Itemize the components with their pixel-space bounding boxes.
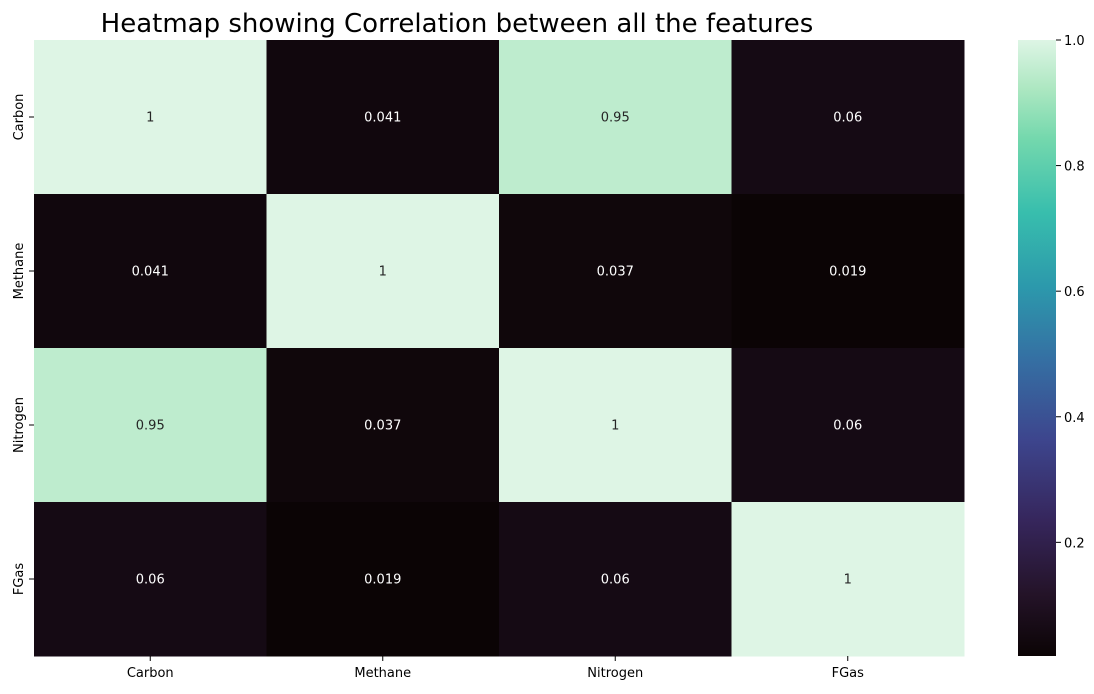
y-tick-label: FGas: [12, 563, 27, 596]
cell-annotation: 1: [611, 419, 619, 434]
cell-annotation: 0.06: [833, 111, 862, 126]
heatmap-cell: [266, 502, 500, 657]
y-tick-label: Methane: [12, 243, 27, 300]
colorbar-tick-label: 1.0: [1064, 34, 1085, 49]
heatmap-cell: [266, 40, 500, 195]
cell-annotation: 1: [146, 111, 154, 126]
heatmap-cells: [34, 40, 965, 657]
chart-title: Heatmap showing Correlation between all …: [101, 9, 814, 39]
cell-annotation: 0.041: [364, 111, 401, 126]
y-axis: Carbon Methane Nitrogen FGas: [12, 94, 34, 596]
x-tick-label: Methane: [354, 666, 411, 681]
cell-annotation: 0.06: [601, 573, 630, 588]
cell-annotation: 0.06: [833, 419, 862, 434]
heatmap-cell: [499, 40, 732, 195]
x-tick-label: FGas: [832, 666, 865, 681]
heatmap-cell: [731, 348, 965, 503]
heatmap-cell: [499, 194, 732, 349]
heatmap-cell: [266, 194, 500, 349]
heatmap-cell: [731, 40, 965, 195]
heatmap-cell: [731, 194, 965, 349]
cell-annotation: 0.95: [601, 111, 630, 126]
cell-annotations: 1 0.041 0.95 0.06 0.041 1 0.037 0.019 0.95 0.037 1…: [132, 111, 867, 588]
cell-annotation: 0.019: [829, 265, 866, 280]
cell-annotation: 0.041: [132, 265, 169, 280]
y-tick-label: Carbon: [12, 94, 27, 141]
cell-annotation: 0.019: [364, 573, 401, 588]
cell-annotation: 0.037: [597, 265, 634, 280]
heatmap-cell: [34, 40, 267, 195]
x-tick-label: Nitrogen: [587, 666, 643, 681]
heatmap-cell: [34, 502, 267, 657]
cell-annotation: 1: [844, 573, 852, 588]
colorbar-tick-label: 0.6: [1064, 285, 1085, 300]
heatmap-cell: [499, 502, 732, 657]
heatmap-cell: [34, 348, 267, 503]
colorbar-tick-label: 0.4: [1064, 411, 1085, 426]
cell-annotation: 1: [379, 265, 387, 280]
y-tick-label: Nitrogen: [12, 397, 27, 453]
colorbar: 0.2 0.4 0.6 0.8 1.0: [1018, 34, 1085, 656]
heatmap-cell: [499, 348, 732, 503]
cell-annotation: 0.06: [136, 573, 165, 588]
heatmap-cell: [731, 502, 965, 657]
colorbar-tick-label: 0.2: [1064, 536, 1085, 551]
x-axis: Carbon Methane Nitrogen FGas: [127, 656, 864, 681]
cell-annotation: 0.95: [136, 419, 165, 434]
cell-annotation: 0.037: [364, 419, 401, 434]
colorbar-gradient: [1018, 40, 1056, 656]
heatmap-cell: [266, 348, 500, 503]
colorbar-tick-label: 0.8: [1064, 160, 1085, 175]
x-tick-label: Carbon: [127, 666, 174, 681]
heatmap-cell: [34, 194, 267, 349]
